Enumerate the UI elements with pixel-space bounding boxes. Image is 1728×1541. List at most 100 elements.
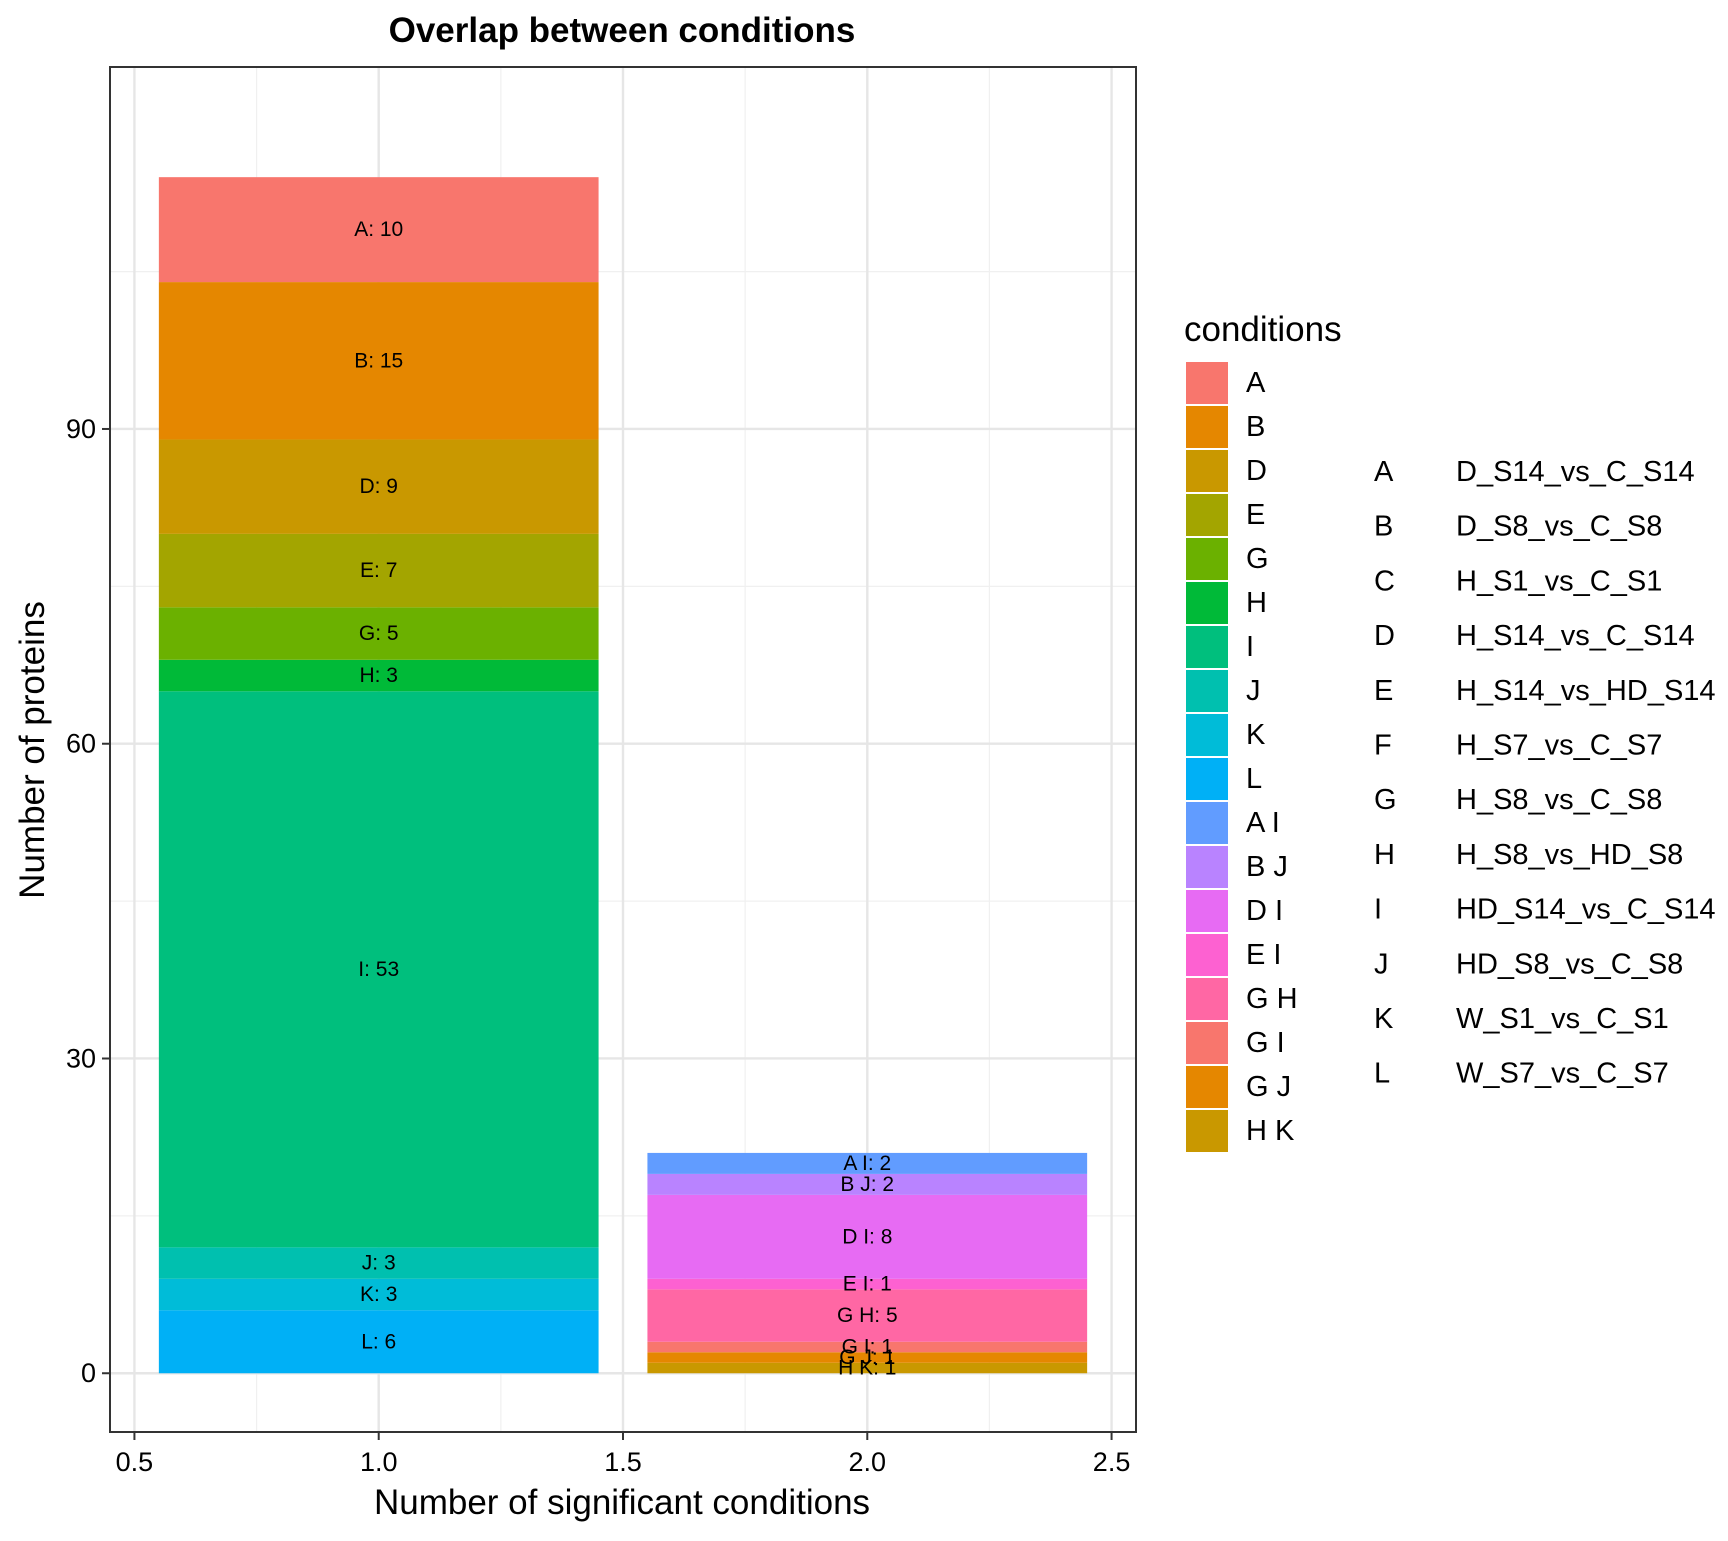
- data-label-k: K: 3: [360, 1283, 397, 1306]
- legend-label: E: [1246, 499, 1265, 531]
- legend-swatch: [1186, 406, 1228, 448]
- bar-segment-e-i: [647, 1278, 1088, 1290]
- legend-label: H: [1246, 587, 1267, 619]
- legend-swatch: [1186, 1022, 1228, 1064]
- legend-swatch: [1186, 890, 1228, 932]
- condition-key-name: H_S8_vs_HD_S8: [1456, 839, 1683, 871]
- data-label-d-i: D I: 8: [842, 1225, 892, 1248]
- bar-segment-g-h: [647, 1289, 1088, 1342]
- bar-segment-l: [158, 1310, 599, 1374]
- legend-label: L: [1246, 763, 1262, 795]
- bar-segment-d-i: [647, 1194, 1088, 1279]
- data-label-d: D: 9: [359, 475, 398, 498]
- legend-label: D: [1246, 455, 1267, 487]
- data-label-a: A: 10: [354, 218, 403, 241]
- condition-key-code: K: [1374, 1003, 1394, 1035]
- bar-segment-a: [158, 177, 599, 283]
- condition-key-name: D_S8_vs_C_S8: [1456, 511, 1662, 543]
- data-label-g-j: G J: 1: [839, 1346, 895, 1369]
- legend-swatch: [1186, 846, 1228, 888]
- legend-swatch: [1186, 934, 1228, 976]
- x-axis-ticks: 0.5 1.0 1.5 2.0 2.5: [116, 1432, 1131, 1477]
- x-tick-label: 1.0: [360, 1447, 398, 1477]
- legend-title: conditions: [1184, 310, 1342, 349]
- legend-label: J: [1246, 675, 1261, 707]
- bar-segment-j: [158, 1247, 599, 1279]
- condition-key-code: C: [1374, 565, 1395, 597]
- legend-label: K: [1246, 719, 1266, 751]
- legend-label: D I: [1246, 895, 1283, 927]
- data-label-e-i: E I: 1: [843, 1273, 892, 1296]
- data-label-l: L: 6: [361, 1330, 396, 1353]
- data-label-i: I: 53: [358, 958, 399, 981]
- legend-swatch: [1186, 1110, 1228, 1152]
- legend-swatch: [1186, 538, 1228, 580]
- condition-key-code: A: [1374, 456, 1394, 488]
- legend-label: B J: [1246, 851, 1288, 883]
- legend-label: A: [1246, 367, 1266, 399]
- y-tick-label: 0: [81, 1358, 96, 1388]
- condition-key-code: L: [1374, 1058, 1390, 1090]
- data-label-h: H: 3: [359, 664, 398, 687]
- data-label-b: B: 15: [354, 349, 403, 372]
- bar-segments: [158, 177, 1088, 1374]
- y-axis-ticks: 0 30 60 90: [66, 414, 110, 1388]
- condition-key-code: H: [1374, 839, 1395, 871]
- legend-swatch: [1186, 626, 1228, 668]
- bar-segment-h: [158, 659, 599, 692]
- y-axis-title: Number of proteins: [13, 601, 52, 899]
- legend-label: H K: [1246, 1115, 1295, 1147]
- legend-swatch: [1186, 582, 1228, 624]
- condition-key-name: H_S14_vs_HD_S14: [1456, 675, 1716, 707]
- condition-key-name: H_S1_vs_C_S1: [1456, 565, 1662, 597]
- bar-segment-k: [158, 1278, 599, 1311]
- x-tick-label: 2.5: [1093, 1447, 1131, 1477]
- bar-segment-g-i: [647, 1341, 1088, 1353]
- bar-segment-g: [158, 607, 599, 660]
- legend-swatch: [1186, 450, 1228, 492]
- legend-swatch: [1186, 494, 1228, 536]
- legend-label: B: [1246, 411, 1265, 443]
- x-tick-label: 1.5: [604, 1447, 642, 1477]
- data-labels: L: 6 K: 3 J: 3 I: 53 H: 3 G: 5 E: 7 D: 9 B: 15 A:…: [354, 218, 897, 1379]
- legend-swatch: [1186, 362, 1228, 404]
- data-label-e: E: 7: [360, 559, 397, 582]
- condition-key-name: HD_S8_vs_C_S8: [1456, 948, 1683, 980]
- legend-label: I: [1246, 631, 1254, 663]
- condition-key-name: W_S7_vs_C_S7: [1456, 1058, 1669, 1090]
- data-label-g: G: 5: [359, 622, 399, 645]
- bar-segment-d: [158, 439, 599, 534]
- x-tick-label: 2.0: [849, 1447, 887, 1477]
- bar-segment-h-k: [647, 1362, 1088, 1374]
- legend-label: G J: [1246, 1071, 1291, 1103]
- legend-label: G I: [1246, 1027, 1285, 1059]
- condition-key-name: H_S14_vs_C_S14: [1456, 620, 1695, 652]
- legend-swatch: [1186, 714, 1228, 756]
- condition-key-code: I: [1374, 894, 1382, 926]
- legend-label: E I: [1246, 939, 1281, 971]
- condition-key-table: A D_S14_vs_C_S14 B D_S8_vs_C_S8 C H_S1_vs_C_S…: [1374, 456, 1716, 1090]
- condition-key-name: H_S7_vs_C_S7: [1456, 730, 1662, 762]
- legend-swatch: [1186, 1066, 1228, 1108]
- legend-swatch: [1186, 978, 1228, 1020]
- chart-title: Overlap between conditions: [389, 11, 856, 50]
- condition-key-code: D: [1374, 620, 1395, 652]
- condition-key-code: J: [1374, 948, 1389, 980]
- condition-key-code: E: [1374, 675, 1393, 707]
- condition-key-name: H_S8_vs_C_S8: [1456, 784, 1662, 816]
- condition-key-name: D_S14_vs_C_S14: [1456, 456, 1695, 488]
- condition-key-code: G: [1374, 784, 1397, 816]
- legend-swatch: [1186, 670, 1228, 712]
- legend-swatch: [1186, 802, 1228, 844]
- bar-segment-b-j: [647, 1173, 1088, 1195]
- data-label-g-i: G I: 1: [842, 1336, 893, 1359]
- data-label-a-i: A I: 2: [843, 1152, 891, 1175]
- legend-label: G H: [1246, 983, 1298, 1015]
- y-tick-label: 90: [66, 414, 96, 444]
- legend-swatch: [1186, 758, 1228, 800]
- x-axis-title: Number of significant conditions: [374, 1483, 870, 1522]
- data-label-h-k: H K: 1: [838, 1356, 896, 1379]
